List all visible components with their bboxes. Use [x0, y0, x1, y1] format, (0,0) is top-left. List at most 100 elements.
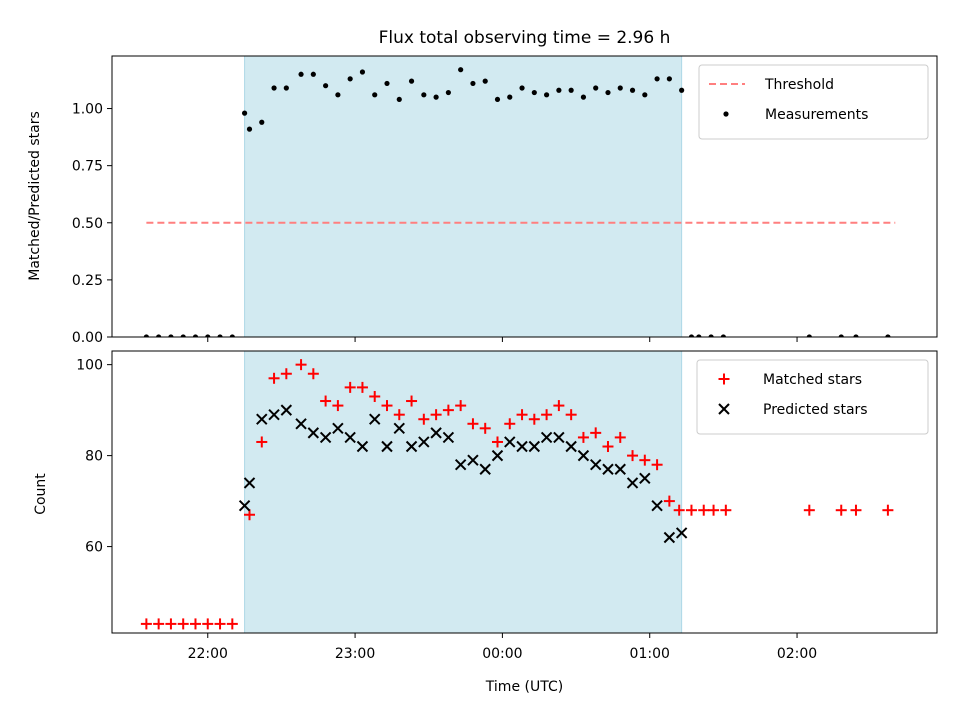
measurement-point	[654, 76, 660, 82]
matched-star-marker	[651, 459, 663, 471]
measurement-point	[408, 78, 415, 84]
predicted-star-marker	[540, 431, 553, 444]
marker-stroke	[577, 449, 590, 462]
figure-title: Flux total observing time = 2.96 h	[379, 28, 671, 48]
x-tick-label: 23:00	[335, 646, 375, 662]
predicted-star-marker	[393, 422, 405, 435]
y-tick-label: 0.25	[72, 273, 103, 289]
predicted-star-marker	[344, 431, 356, 444]
y-tick-label: 0.00	[72, 330, 103, 346]
predicted-star-marker	[454, 459, 467, 471]
measurement-point	[885, 334, 891, 337]
matched-star-marker	[504, 418, 516, 430]
marker-stroke	[479, 463, 491, 475]
measurement-point	[458, 67, 464, 73]
predicted-star-marker	[369, 413, 381, 425]
matched-star-marker	[627, 450, 639, 462]
marker-stroke	[356, 440, 369, 453]
matched-star-marker	[882, 504, 894, 516]
matched-star-marker	[344, 381, 356, 393]
measurement-point	[543, 92, 550, 98]
matched-star-marker	[226, 618, 238, 630]
top-panel: 0.00 0.25 0.50 0.75 1.00 Threshold Measurement…	[72, 55, 938, 346]
matched-star-marker	[202, 618, 214, 630]
marker-stroke	[602, 463, 614, 475]
marker-stroke	[295, 418, 307, 430]
matched-star-marker	[177, 618, 189, 630]
marker-stroke	[504, 436, 516, 448]
matched-star-marker	[214, 618, 226, 630]
matched-star-marker	[663, 495, 675, 507]
marker-stroke	[454, 459, 467, 471]
measurement-point	[531, 89, 537, 96]
predicted-star-marker	[442, 431, 455, 444]
marker-stroke	[280, 404, 293, 416]
marker-stroke	[540, 431, 553, 444]
predicted-star-marker	[577, 449, 590, 462]
measurement-point	[384, 80, 390, 87]
matched-star-marker	[369, 390, 381, 402]
measurement-point	[642, 92, 648, 98]
shaded-interval	[244, 55, 683, 338]
measurement-point	[688, 334, 695, 337]
matched-star-marker	[455, 400, 467, 412]
matched-star-marker	[516, 409, 528, 421]
y-tick-label: 100	[76, 358, 103, 374]
measurement-point	[310, 71, 316, 77]
matched-star-marker	[189, 618, 201, 630]
matched-star-marker	[602, 441, 614, 453]
marker-stroke	[651, 499, 663, 512]
predicted-star-marker	[467, 454, 479, 466]
marker-stroke	[319, 431, 332, 444]
measurement-point	[568, 87, 574, 93]
x-axis-label: Time (UTC)	[485, 679, 563, 695]
marker-stroke	[442, 431, 455, 444]
predicted-star-marker	[565, 440, 577, 453]
matched-star-marker	[320, 395, 332, 407]
measurement-point	[806, 334, 812, 337]
axes-frame	[111, 55, 938, 338]
measurement-point	[241, 110, 248, 116]
measurement-point	[507, 94, 513, 100]
matched-star-marker	[332, 400, 344, 412]
predicted-star-marker	[418, 436, 430, 448]
marker-stroke	[589, 459, 602, 471]
matched-star-marker	[720, 504, 732, 516]
matched-star-marker	[153, 618, 165, 630]
matched-star-marker	[673, 504, 685, 516]
matched-star-marker	[418, 413, 430, 425]
matched-star-marker	[165, 618, 177, 630]
matched-star-marker	[268, 372, 280, 384]
marker-stroke	[369, 413, 381, 425]
measurement-point	[143, 334, 149, 337]
matched-star-marker	[393, 409, 405, 421]
matched-star-marker	[280, 368, 292, 380]
predicted-star-marker	[238, 499, 251, 512]
marker-stroke	[430, 427, 442, 439]
marker-stroke	[528, 440, 541, 453]
shaded-interval	[244, 350, 683, 634]
predicted-star-marker	[356, 440, 369, 453]
marker-stroke	[238, 499, 251, 512]
measurement-point	[629, 87, 636, 93]
marker-stroke	[491, 449, 504, 462]
predicted-star-marker	[528, 440, 541, 453]
predicted-star-marker	[280, 404, 293, 416]
predicted-star-marker	[614, 463, 626, 475]
measurement-point	[838, 334, 844, 337]
marker-stroke	[268, 408, 280, 421]
matched-star-marker	[614, 431, 626, 443]
marker-stroke	[381, 440, 393, 453]
legend-label: Measurements	[765, 107, 868, 123]
x-tick-label: 02:00	[777, 646, 817, 662]
measurement-point	[168, 334, 174, 337]
measurement-point	[347, 76, 353, 82]
measurement-point	[556, 87, 562, 93]
matched-star-marker	[442, 404, 454, 416]
series-layer	[143, 67, 891, 337]
measurement-point	[271, 85, 277, 91]
marker-stroke	[675, 527, 688, 539]
matched-star-marker	[491, 436, 503, 448]
marker-stroke	[639, 472, 651, 485]
predicted-star-marker	[381, 440, 393, 453]
